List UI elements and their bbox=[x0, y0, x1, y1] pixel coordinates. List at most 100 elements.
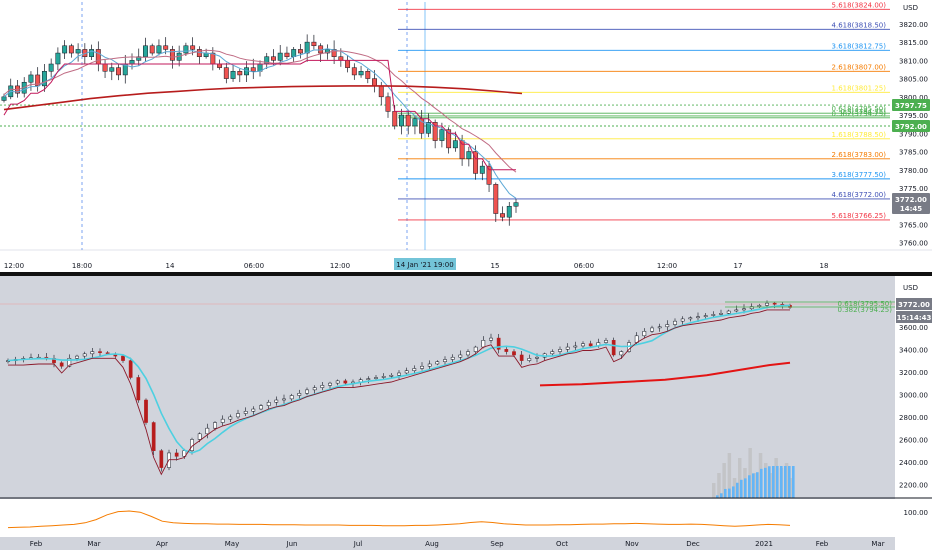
candle-body bbox=[96, 49, 100, 64]
candle-body bbox=[482, 340, 485, 347]
candle-body bbox=[514, 203, 518, 207]
candle-body bbox=[231, 71, 235, 78]
candle-body bbox=[758, 305, 761, 306]
candle-body bbox=[379, 86, 383, 97]
fib-level-label: 5.618(3824.00) bbox=[832, 1, 887, 9]
candle-body bbox=[110, 68, 114, 72]
fib-level-label: 1.618(3788.50) bbox=[832, 131, 887, 139]
candle-body bbox=[217, 64, 221, 68]
volume-area-bar bbox=[736, 483, 739, 498]
candle-body bbox=[658, 327, 661, 328]
candle-body bbox=[535, 357, 538, 358]
candle-body bbox=[480, 166, 484, 173]
candle-body bbox=[163, 46, 167, 50]
candle-body bbox=[366, 71, 370, 78]
candle-body bbox=[566, 347, 569, 349]
volume-area-bar bbox=[788, 466, 791, 498]
candle-body bbox=[440, 130, 444, 141]
candle-body bbox=[336, 381, 339, 383]
x-tick-label: Dec bbox=[686, 540, 700, 548]
volume-area-bar bbox=[748, 475, 751, 498]
volume-area-bar bbox=[752, 473, 755, 498]
candle-body bbox=[413, 368, 416, 370]
y-tick-label: 3200.00 bbox=[899, 369, 928, 377]
candle-body bbox=[520, 355, 523, 361]
x-tick-label: 14 bbox=[166, 262, 175, 270]
y-tick-label: 3775.00 bbox=[899, 185, 928, 193]
y-tick-label: 2600.00 bbox=[899, 436, 928, 444]
volume-area-bar bbox=[744, 478, 747, 498]
candle-body bbox=[62, 46, 66, 53]
candle-body bbox=[321, 385, 324, 387]
candle-body bbox=[643, 331, 646, 336]
candle-body bbox=[406, 115, 410, 126]
candle-body bbox=[244, 411, 247, 413]
candle-body bbox=[372, 79, 376, 86]
candle-body bbox=[453, 141, 457, 148]
candle-body bbox=[397, 373, 400, 375]
candle-body bbox=[735, 310, 738, 311]
volume-area-bar bbox=[764, 468, 767, 498]
candle-body bbox=[184, 46, 188, 53]
x-tick-label: 2021 bbox=[755, 540, 773, 548]
daily-chart[interactable]: USD3600.003400.003200.003000.002800.0026… bbox=[0, 276, 932, 550]
volume-area-bar bbox=[728, 489, 731, 498]
candle-body bbox=[344, 381, 347, 383]
fib-level-label: 2.618(3783.00) bbox=[832, 151, 887, 159]
x-tick-label: Mar bbox=[87, 540, 100, 548]
price-badge-text: 14:45 bbox=[900, 205, 922, 213]
intraday-chart[interactable]: USD3820.003815.003810.003805.003800.0037… bbox=[0, 0, 932, 272]
candle-body bbox=[221, 419, 224, 422]
candle-body bbox=[143, 46, 147, 57]
candle-body bbox=[121, 356, 124, 361]
candle-body bbox=[198, 434, 201, 440]
fib-level-label: 2.618(3807.00) bbox=[832, 63, 887, 71]
candle-body bbox=[229, 417, 232, 419]
candle-body bbox=[413, 119, 417, 126]
y-tick-label: 3400.00 bbox=[899, 346, 928, 354]
candle-body bbox=[83, 354, 86, 356]
candle-body bbox=[727, 311, 730, 313]
y-tick-label: 3805.00 bbox=[899, 76, 928, 84]
candle-body bbox=[175, 453, 178, 456]
volume-area-bar bbox=[756, 472, 759, 498]
x-tick-label: 18:00 bbox=[72, 262, 92, 270]
candle-body bbox=[386, 97, 390, 112]
candle-body bbox=[551, 352, 554, 354]
volume-area-bar bbox=[792, 466, 795, 498]
x-tick-label: 06:00 bbox=[244, 262, 264, 270]
x-tick-label: May bbox=[225, 540, 239, 548]
x-tick-label: Feb bbox=[816, 540, 829, 548]
candle-body bbox=[190, 46, 194, 50]
price-badge-text: 15:14:43 bbox=[897, 314, 932, 322]
candle-body bbox=[170, 49, 174, 60]
x-tick-label: Mar bbox=[871, 540, 884, 548]
volume-area-bar bbox=[724, 489, 727, 498]
candle-body bbox=[69, 46, 73, 53]
candle-body bbox=[489, 338, 492, 340]
candle-body bbox=[160, 451, 163, 468]
x-tick-label: Nov bbox=[625, 540, 639, 548]
x-tick-label: 18 bbox=[820, 262, 829, 270]
candle-body bbox=[500, 214, 504, 218]
candle-body bbox=[459, 355, 462, 357]
volume-area-bar bbox=[784, 466, 787, 498]
candle-body bbox=[405, 371, 408, 373]
candle-body bbox=[345, 60, 349, 67]
y-tick-label: 3785.00 bbox=[899, 149, 928, 157]
x-tick-label: 06:00 bbox=[574, 262, 594, 270]
volume-area-bar bbox=[720, 493, 723, 498]
candle-body bbox=[494, 184, 498, 213]
candle-body bbox=[581, 344, 584, 346]
fib-level-label: 1.618(3801.25) bbox=[832, 84, 887, 92]
x-tick-label: Aug bbox=[425, 540, 439, 548]
x-tick-label: 17 bbox=[734, 262, 743, 270]
x-tick-label: 12:00 bbox=[657, 262, 677, 270]
x-tick-label: Jul bbox=[353, 540, 363, 548]
x-tick-label: 12:00 bbox=[330, 262, 350, 270]
candle-body bbox=[765, 303, 768, 305]
volume-area-bar bbox=[740, 480, 743, 498]
candle-body bbox=[298, 393, 301, 395]
